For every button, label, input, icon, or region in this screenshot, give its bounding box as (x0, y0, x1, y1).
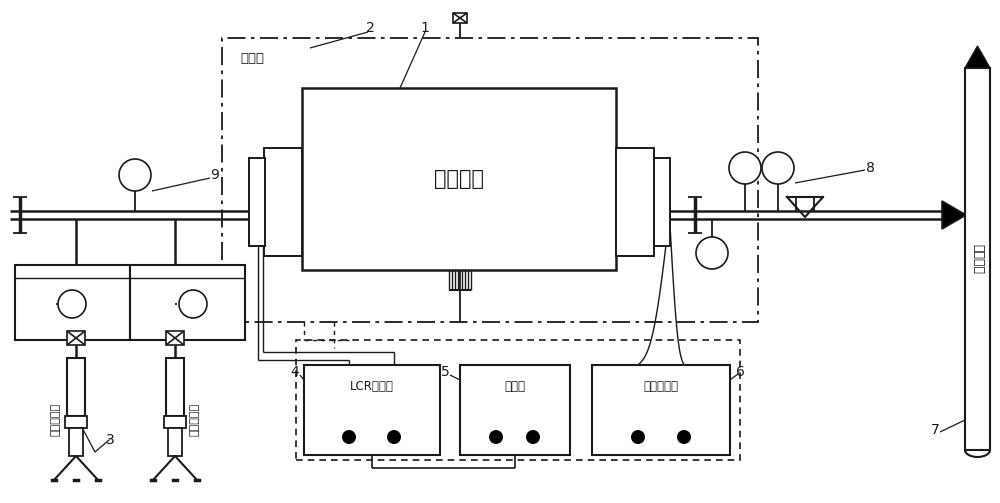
Text: 示波器: 示波器 (505, 380, 526, 393)
Bar (168, 428, 182, 456)
Bar (302, 88, 616, 270)
Bar (460, 365, 570, 455)
Circle shape (489, 430, 503, 444)
Bar (164, 416, 186, 428)
Text: 2: 2 (366, 21, 374, 35)
Bar (67, 331, 85, 345)
Text: 1: 1 (421, 21, 429, 35)
Bar (296, 340, 740, 460)
Bar (304, 365, 440, 455)
Text: 加载装置: 加载装置 (434, 169, 484, 189)
Bar (592, 365, 730, 455)
Circle shape (762, 152, 794, 184)
Text: 8: 8 (866, 161, 874, 175)
Text: 恒温筱: 恒温筱 (240, 51, 264, 64)
Circle shape (342, 430, 356, 444)
Bar (222, 38, 758, 322)
Circle shape (179, 290, 207, 318)
Bar (15, 265, 130, 340)
Bar (264, 148, 302, 256)
Circle shape (387, 430, 401, 444)
Bar (67, 358, 85, 416)
Text: 7: 7 (931, 423, 939, 437)
Text: 声波发生器: 声波发生器 (644, 380, 678, 393)
Circle shape (729, 152, 761, 184)
Text: 3: 3 (106, 433, 114, 447)
Polygon shape (942, 201, 966, 229)
Bar (965, 68, 990, 450)
Bar (166, 358, 184, 416)
Circle shape (677, 430, 691, 444)
Text: 手动加装泵: 手动加装泵 (190, 402, 200, 436)
Circle shape (696, 237, 728, 269)
Text: 5: 5 (441, 365, 449, 379)
Text: 4: 4 (291, 365, 299, 379)
Bar (654, 158, 670, 246)
Bar (130, 265, 245, 340)
Bar (69, 428, 83, 456)
Text: 手动加装泵: 手动加装泵 (51, 402, 61, 436)
Polygon shape (965, 46, 990, 68)
Bar (249, 158, 265, 246)
Text: 6: 6 (736, 365, 744, 379)
Circle shape (119, 159, 151, 191)
Bar (616, 148, 654, 256)
Bar (65, 416, 87, 428)
Text: 甲烷气瓶: 甲烷气瓶 (971, 244, 984, 274)
Circle shape (631, 430, 645, 444)
Circle shape (58, 290, 86, 318)
Text: LCR测试仪: LCR测试仪 (350, 380, 394, 393)
Bar (453, 13, 467, 23)
Bar (166, 331, 184, 345)
Circle shape (526, 430, 540, 444)
Text: 9: 9 (211, 168, 219, 182)
